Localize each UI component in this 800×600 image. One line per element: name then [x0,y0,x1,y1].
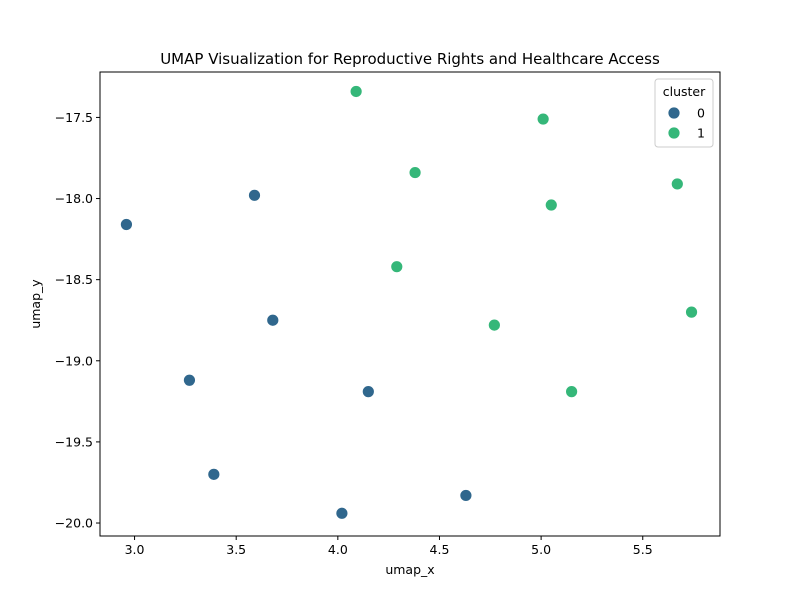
data-point-cluster-0-4 [207,467,221,481]
data-point-cluster-1-1 [536,112,550,126]
x-tick-label: 4.0 [328,542,348,557]
data-point-cluster-0-3 [183,373,196,387]
x-tick-label: 3.5 [226,542,246,557]
x-tick-label: 5.0 [531,542,551,557]
data-point-cluster-1-7 [685,305,698,319]
y-tick-label: −19.0 [55,353,93,368]
y-axis-label: umap_y [28,279,43,329]
legend-marker-cluster-1 [667,126,681,140]
legend-label-cluster-0: 0 [697,106,705,121]
data-point-cluster-1-0 [349,85,363,98]
data-point-cluster-1-5 [390,260,404,274]
data-point-cluster-1-4 [544,198,558,212]
chart-title: UMAP Visualization for Reproductive Righ… [160,50,660,68]
y-tick-label: −18.5 [55,272,93,287]
legend-marker-cluster-0 [667,106,681,120]
y-tick-label: −17.5 [55,110,93,125]
data-point-cluster-0-2 [266,313,280,327]
plot-area [99,71,721,537]
x-tick-label: 4.5 [430,542,450,557]
x-tick-label: 5.5 [633,542,653,557]
data-point-cluster-1-3 [670,177,684,191]
y-tick-label: −19.5 [55,434,93,449]
x-axis-label: umap_x [385,562,434,577]
data-point-cluster-0-1 [248,188,261,202]
legend: cluster 0 1 [654,78,714,148]
y-axis: −17.5 −18.0 −18.5 −19.0 −19.5 −20.0 [55,110,100,531]
y-tick-label: −18.0 [55,191,93,206]
legend-title: cluster [663,84,706,99]
data-point-cluster-1-8 [565,385,579,399]
legend-label-cluster-1: 1 [697,126,705,141]
y-tick-label: −20.0 [55,516,93,531]
data-point-cluster-1-6 [487,318,501,332]
data-point-cluster-0-0 [120,218,133,231]
data-point-cluster-0-7 [459,489,473,502]
data-point-cluster-0-5 [361,385,375,399]
x-tick-label: 3.0 [125,542,145,557]
data-point-cluster-0-6 [335,506,349,520]
data-point-cluster-1-2 [408,166,422,179]
plot-frame [99,71,721,537]
x-axis: 3.0 3.5 4.0 4.5 5.0 5.5 [125,536,653,557]
